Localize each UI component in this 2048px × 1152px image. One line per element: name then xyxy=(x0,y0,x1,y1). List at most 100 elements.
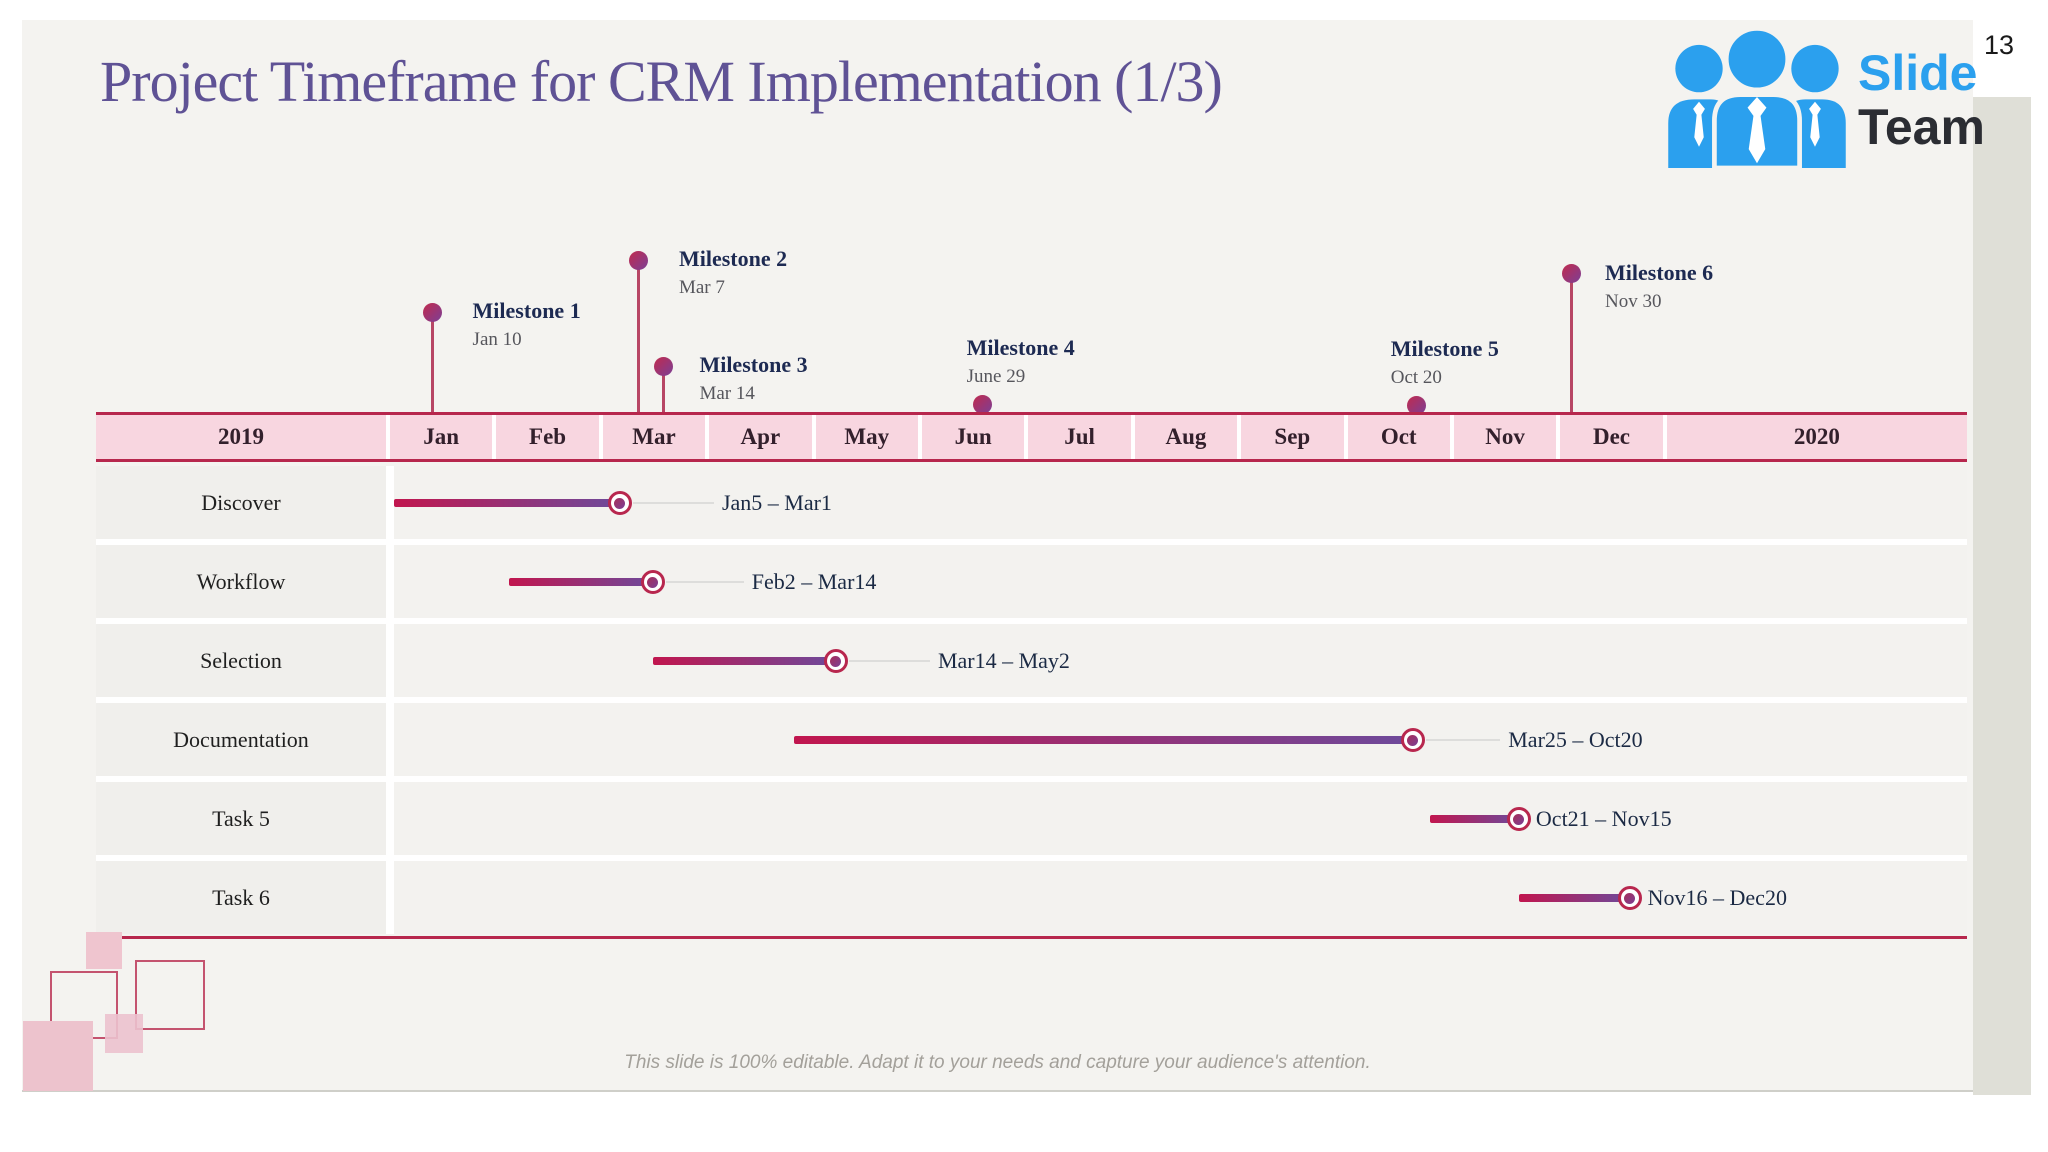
year-cell-2020: 2020 xyxy=(1793,424,1840,449)
month-cell-jul: Jul xyxy=(1028,415,1135,459)
task-name: Task 5 xyxy=(96,782,386,855)
milestone-label-5: Milestone 5 Oct 20 xyxy=(1391,336,1499,389)
task-row: Documentation Mar25 – Oct20 xyxy=(96,703,1967,776)
milestone-title: Milestone 6 xyxy=(1605,260,1714,285)
logo-word-slide: Slide xyxy=(1858,44,1978,101)
milestone-dot xyxy=(1407,395,1427,415)
task-date-range: Oct21 – Nov15 xyxy=(1535,805,1672,831)
task-bar xyxy=(652,657,836,665)
milestone-dot xyxy=(423,302,443,322)
milestone-dot xyxy=(1561,263,1581,283)
milestone-label-3: Milestone 3 Mar 14 xyxy=(699,352,807,405)
task-label-connector xyxy=(632,502,714,504)
task-end-marker xyxy=(1617,886,1642,910)
task-name: Task 6 xyxy=(96,861,386,934)
task-label-connector xyxy=(848,660,930,662)
page-title: Project Timeframe for CRM Implementation… xyxy=(100,49,1223,114)
decorative-square xyxy=(23,1021,93,1091)
task-bar xyxy=(794,736,1413,744)
milestone-label-6: Milestone 6 Nov 30 xyxy=(1605,260,1713,313)
page-number: 13 xyxy=(1984,30,2015,60)
month-cell-aug: Aug xyxy=(1135,415,1242,459)
task-row: Task 6 Nov16 – Dec20 xyxy=(96,861,1967,934)
year-cell-2019: 2019 xyxy=(96,415,390,459)
logo-wordmark: Slide Team xyxy=(1858,46,1985,154)
milestone-label-4: Milestone 4 June 29 xyxy=(967,335,1075,388)
task-label-connector xyxy=(665,581,744,583)
gantt-rows: Discover Jan5 – Mar1 Workflow Feb2 – Mar14 S… xyxy=(96,466,1967,934)
milestone-title: Milestone 2 xyxy=(678,246,788,271)
task-label-connector xyxy=(1425,739,1501,741)
task-track xyxy=(394,624,1967,697)
task-end-marker xyxy=(607,491,632,515)
task-bar xyxy=(509,578,653,586)
month-cell-oct: Oct xyxy=(1348,415,1454,459)
task-row: Discover Jan5 – Mar1 xyxy=(96,466,1967,539)
task-name: Selection xyxy=(96,624,386,697)
logo-word-team: Team xyxy=(1858,98,1985,155)
milestone-label-2: Milestone 2 Mar 7 xyxy=(679,246,787,299)
task-track xyxy=(394,861,1967,934)
task-date-range: Mar25 – Oct20 xyxy=(1508,726,1643,752)
task-bar xyxy=(394,499,620,507)
month-cell-apr: Apr xyxy=(709,415,816,459)
month-cell-jun: Jun xyxy=(922,415,1029,459)
task-end-marker-dot xyxy=(647,576,659,588)
milestone-dot xyxy=(653,356,673,376)
month-cell-sep: Sep xyxy=(1241,415,1348,459)
milestone-date: Oct 20 xyxy=(1390,367,1442,388)
milestone-title: Milestone 1 xyxy=(472,298,581,323)
editable-note: This slide is 100% editable. Adapt it to… xyxy=(624,1052,1371,1073)
task-bar xyxy=(1429,815,1519,823)
milestone-stem xyxy=(1569,273,1573,412)
task-name: Discover xyxy=(96,466,386,539)
month-cell-may: May xyxy=(816,415,922,459)
month-cell-feb: Feb xyxy=(496,415,603,459)
month-cell-mar: Mar xyxy=(603,415,710,459)
task-end-marker-dot xyxy=(1624,892,1636,904)
task-date-range: Mar14 – May2 xyxy=(937,647,1070,673)
milestone-date: Mar 7 xyxy=(678,277,725,298)
milestone-dot xyxy=(973,394,993,414)
milestone-stem xyxy=(637,260,641,412)
team-people-icon xyxy=(1662,26,1852,173)
task-date-range: Jan5 – Mar1 xyxy=(721,489,832,515)
task-end-marker-dot xyxy=(1407,734,1418,746)
milestone-label-1: Milestone 1 Jan 10 xyxy=(473,298,581,351)
milestone-title: Milestone 4 xyxy=(966,335,1075,360)
milestone-title: Milestone 3 xyxy=(699,352,808,377)
task-date-range: Feb2 – Mar14 xyxy=(751,568,877,594)
milestone-dot xyxy=(629,250,649,270)
task-date-range: Nov16 – Dec20 xyxy=(1647,884,1787,910)
task-row: Workflow Feb2 – Mar14 xyxy=(96,545,1967,618)
task-end-marker-dot xyxy=(614,497,626,509)
task-bar xyxy=(1518,894,1630,902)
chart-bottom-border xyxy=(103,936,1967,939)
task-name: Workflow xyxy=(96,545,386,618)
task-end-marker-dot xyxy=(830,655,842,667)
task-end-marker xyxy=(640,570,665,594)
task-end-marker xyxy=(1506,807,1531,831)
task-row: Task 5 Oct21 – Nov15 xyxy=(96,782,1967,855)
milestone-stem xyxy=(431,312,435,412)
task-name: Documentation xyxy=(96,703,386,776)
task-end-marker xyxy=(823,649,848,673)
next-slide-edge xyxy=(1973,97,2031,1095)
task-end-marker xyxy=(1400,728,1425,752)
task-end-marker-dot xyxy=(1513,813,1525,825)
milestone-title: Milestone 5 xyxy=(1390,336,1499,361)
task-row: Selection Mar14 – May2 xyxy=(96,624,1967,697)
decorative-square-outline xyxy=(135,960,205,1030)
slideteam-logo: Slide Team xyxy=(1662,26,1985,173)
decorative-square xyxy=(86,932,122,969)
milestone-date: Jan 10 xyxy=(472,329,522,350)
task-track xyxy=(394,782,1967,855)
milestone-stem xyxy=(661,366,665,412)
decorative-square xyxy=(105,1014,143,1053)
timeline-month-header: 2019 Jan Feb Mar Apr May Jun Jul Aug Sep Oct Nov Dec… xyxy=(96,412,1967,462)
milestone-layer: Milestone 1 Jan 10 Milestone 2 Mar 7 Milesto… xyxy=(0,0,2048,415)
milestone-date: Mar 14 xyxy=(699,383,755,404)
month-cell-jan: Jan xyxy=(390,415,497,459)
month-cell-nov: Nov xyxy=(1454,415,1561,459)
